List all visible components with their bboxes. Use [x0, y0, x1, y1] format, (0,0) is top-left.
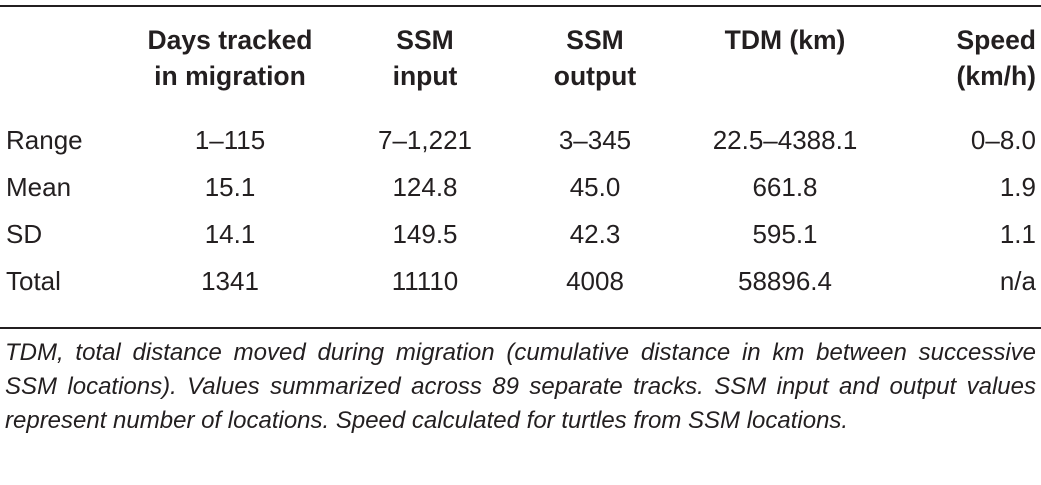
row-label: Total	[6, 266, 61, 296]
cell-tdm: 58896.4	[738, 266, 832, 296]
header-ssm-input: SSM input	[340, 22, 510, 117]
header-days-tracked-line1: Days tracked	[147, 25, 313, 55]
header-ssm-input-line2: input	[392, 61, 458, 91]
cell-ssm-input: 149.5	[392, 219, 458, 249]
table-row-total: Total 1341 11110 4008 58896.4 n/a	[0, 258, 1041, 305]
cell-days-tracked: 1–115	[194, 125, 266, 155]
cell-days-tracked: 14.1	[204, 219, 256, 249]
cell-ssm-output: 4008	[566, 266, 624, 296]
cell-ssm-output: 45.0	[569, 172, 621, 202]
header-speed: Speed (km/h)	[890, 22, 1041, 117]
header-ssm-output-line2: output	[553, 61, 637, 91]
cell-speed: 1.9	[999, 172, 1036, 202]
cell-tdm: 595.1	[752, 219, 818, 249]
row-label: SD	[6, 219, 43, 249]
cell-ssm-output: 3–345	[558, 125, 632, 155]
table-row-sd: SD 14.1 149.5 42.3 595.1 1.1	[0, 211, 1041, 258]
header-tdm-line1: TDM (km)	[724, 25, 846, 55]
cell-ssm-input: 124.8	[392, 172, 458, 202]
cell-speed: 0–8.0	[970, 125, 1036, 155]
cell-days-tracked: 1341	[201, 266, 259, 296]
header-speed-line1: Speed	[956, 25, 1036, 55]
header-row: Days tracked in migration SSM input SSM …	[0, 22, 1041, 117]
table-row-range: Range 1–115 7–1,221 3–345 22.5–4388.1 0–…	[0, 117, 1041, 164]
top-rule	[0, 5, 1041, 7]
cell-ssm-input: 11110	[391, 266, 459, 296]
header-speed-line2: (km/h)	[956, 61, 1037, 91]
data-table: Days tracked in migration SSM input SSM …	[0, 22, 1041, 305]
row-label: Mean	[6, 172, 72, 202]
cell-speed: n/a	[999, 266, 1036, 296]
row-label: Range	[6, 125, 83, 155]
cell-tdm: 22.5–4388.1	[712, 125, 858, 155]
cell-ssm-output: 42.3	[569, 219, 621, 249]
table-row-mean: Mean 15.1 124.8 45.0 661.8 1.9	[0, 164, 1041, 211]
cell-days-tracked: 15.1	[204, 172, 256, 202]
header-ssm-output-line1: SSM	[566, 25, 624, 55]
cell-speed: 1.1	[999, 219, 1036, 249]
header-days-tracked: Days tracked in migration	[120, 22, 340, 117]
table-footnote: TDM, total distance moved during migrati…	[5, 339, 1036, 434]
cell-tdm: 661.8	[752, 172, 818, 202]
header-empty	[0, 22, 120, 117]
header-ssm-input-line1: SSM	[396, 25, 454, 55]
cell-ssm-input: 7–1,221	[378, 125, 472, 155]
bottom-rule	[0, 327, 1041, 329]
header-ssm-output: SSM output	[510, 22, 680, 117]
header-days-tracked-line2: in migration	[154, 61, 306, 91]
header-tdm: TDM (km)	[680, 22, 890, 117]
